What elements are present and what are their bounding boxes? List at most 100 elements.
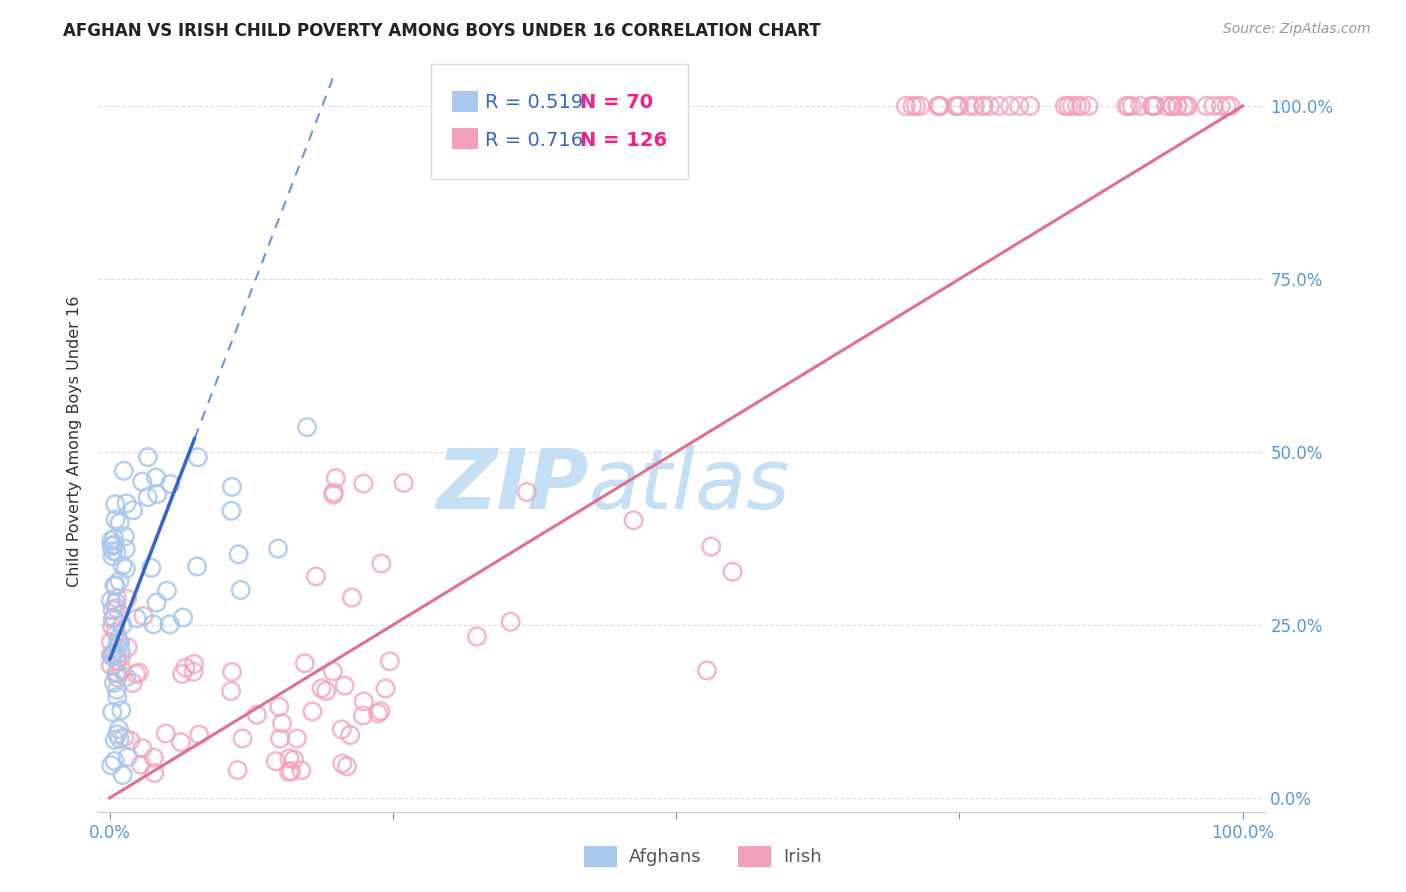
Point: [100, 533, 122, 548]
Point: [125, 611, 148, 625]
Point: [322, 485, 344, 500]
Point: [100, 658, 122, 673]
Point: [142, 617, 165, 632]
Text: N = 126: N = 126: [581, 131, 668, 150]
Point: [1000, 99, 1022, 113]
Point: [142, 750, 165, 764]
Point: [1142, 99, 1164, 113]
Point: [269, 731, 291, 746]
Point: [172, 610, 194, 624]
Point: [156, 583, 179, 598]
Point: [145, 596, 167, 610]
Point: [103, 579, 125, 593]
Point: [114, 541, 136, 556]
Point: [104, 732, 127, 747]
Legend: Afghans, Irish: Afghans, Irish: [576, 838, 830, 874]
Point: [271, 716, 294, 731]
Text: N = 70: N = 70: [581, 93, 654, 112]
Point: [325, 471, 347, 485]
Point: [100, 593, 122, 607]
Point: [159, 617, 181, 632]
Point: [104, 537, 127, 551]
Point: [105, 648, 128, 663]
Point: [114, 529, 136, 543]
Point: [283, 753, 305, 767]
Point: [104, 497, 127, 511]
Point: [290, 764, 312, 778]
Point: [1173, 99, 1195, 113]
Point: [516, 485, 538, 500]
Point: [378, 654, 401, 668]
Point: [1161, 99, 1184, 113]
Point: [120, 733, 142, 747]
Point: [108, 731, 131, 746]
Text: AFGHAN VS IRISH CHILD POVERTY AMONG BOYS UNDER 16 CORRELATION CHART: AFGHAN VS IRISH CHILD POVERTY AMONG BOYS…: [63, 22, 821, 40]
Point: [122, 503, 145, 517]
Point: [101, 603, 124, 617]
Point: [957, 99, 980, 113]
Point: [136, 450, 159, 464]
Point: [143, 766, 166, 780]
Point: [111, 618, 134, 632]
Point: [170, 735, 193, 749]
FancyBboxPatch shape: [451, 91, 478, 112]
Point: [229, 582, 252, 597]
Point: [131, 741, 153, 756]
Point: [1121, 99, 1143, 113]
Point: [1166, 99, 1188, 113]
Y-axis label: Child Poverty Among Boys Under 16: Child Poverty Among Boys Under 16: [66, 296, 82, 587]
Point: [141, 561, 163, 575]
Point: [125, 667, 148, 681]
Point: [278, 751, 301, 765]
Point: [219, 684, 242, 698]
Point: [101, 539, 124, 553]
Point: [100, 648, 122, 662]
Point: [1161, 99, 1184, 113]
Point: [267, 541, 290, 556]
Point: [1060, 99, 1083, 113]
Point: [330, 723, 353, 737]
Point: [100, 539, 122, 553]
Point: [1143, 99, 1166, 113]
Point: [159, 477, 181, 491]
Point: [929, 99, 952, 113]
Point: [1177, 99, 1199, 113]
Point: [105, 545, 128, 559]
Point: [1008, 99, 1031, 113]
Point: [105, 690, 128, 704]
Point: [115, 670, 138, 684]
Point: [103, 532, 125, 546]
Point: [1174, 99, 1197, 113]
Point: [105, 640, 128, 654]
Point: [979, 99, 1001, 113]
Point: [973, 99, 995, 113]
Point: [948, 99, 970, 113]
Point: [103, 676, 125, 690]
Point: [105, 666, 128, 681]
Point: [352, 476, 374, 491]
Point: [278, 765, 301, 780]
Point: [131, 475, 153, 489]
Point: [1066, 99, 1088, 113]
Point: [945, 99, 967, 113]
Point: [1166, 99, 1188, 113]
Point: [231, 731, 253, 746]
Text: R = 0.519: R = 0.519: [485, 93, 583, 112]
Point: [105, 654, 128, 668]
Point: [108, 636, 131, 650]
Point: [110, 663, 132, 677]
Point: [115, 496, 138, 510]
Point: [1070, 99, 1092, 113]
Point: [269, 699, 291, 714]
Point: [336, 759, 359, 773]
Point: [221, 665, 243, 679]
Point: [129, 757, 152, 772]
Point: [305, 569, 328, 583]
Text: ZIP: ZIP: [436, 445, 589, 526]
Point: [100, 758, 122, 772]
Point: [374, 681, 396, 696]
Point: [392, 475, 415, 490]
Point: [1057, 99, 1080, 113]
Point: [103, 646, 125, 660]
Point: [285, 731, 308, 746]
